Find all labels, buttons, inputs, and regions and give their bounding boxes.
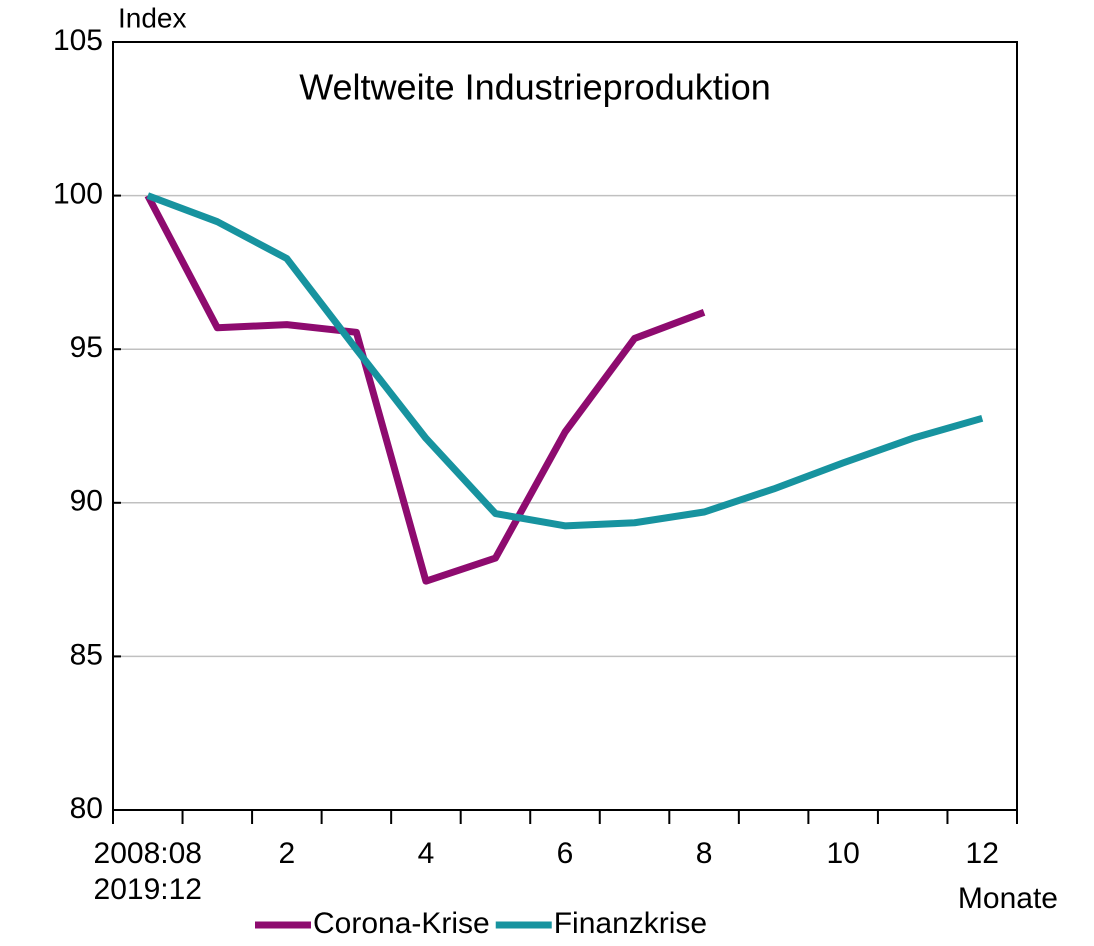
legend-label: Corona-Krise (313, 907, 490, 940)
y-tick-label: 85 (70, 638, 103, 671)
x-tick-label: 4 (417, 837, 435, 870)
x-tick-label: 2 (278, 837, 296, 870)
y-tick-label: 90 (70, 485, 103, 518)
x-tick-label: 2008:08 2019:12 (93, 837, 202, 906)
x-tick-label: 8 (695, 837, 713, 870)
x-tick-label: 12 (965, 837, 999, 870)
x-tick-label: 10 (826, 837, 860, 870)
series-line (144, 193, 706, 585)
y-tick-label: 100 (53, 178, 103, 211)
y-axis-label: Index (118, 2, 187, 33)
y-tick-label: 105 (53, 24, 103, 57)
plot-frame (112, 41, 1018, 811)
y-tick-label: 95 (70, 331, 103, 364)
chart-title: Weltweite Industrieproduktion (299, 67, 771, 108)
x-tick-label: 6 (556, 837, 574, 870)
legend-label: Finanzkrise (554, 907, 707, 940)
series-line (146, 192, 984, 530)
y-tick-label: 80 (70, 792, 103, 825)
x-axis-label: Monate (958, 882, 1058, 915)
